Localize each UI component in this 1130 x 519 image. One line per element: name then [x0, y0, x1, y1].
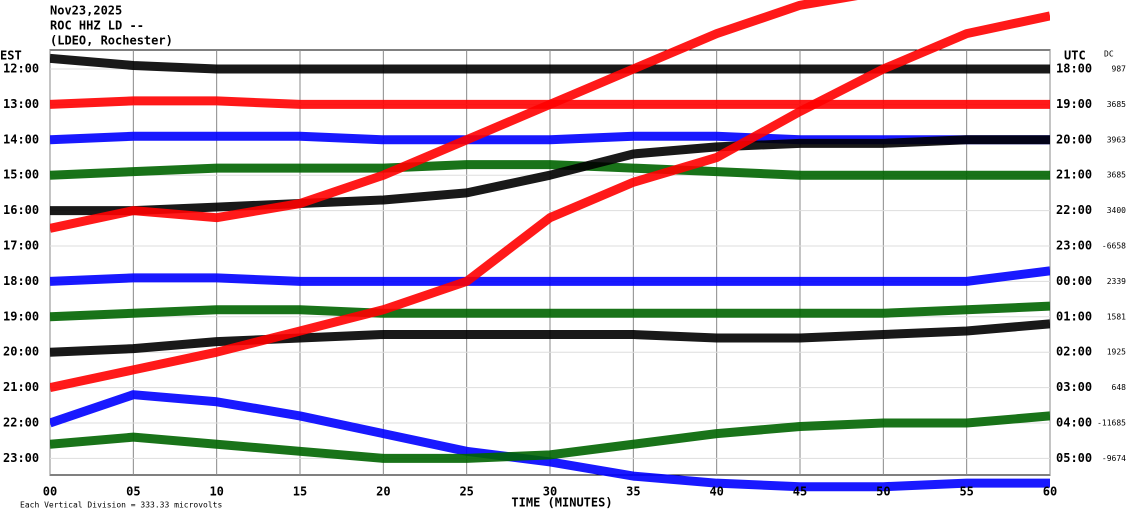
utc-hour-label: 23:00	[1056, 239, 1092, 253]
est-hour-label: 22:00	[3, 416, 39, 430]
trace	[50, 301, 1050, 322]
dc-value: 1925	[1107, 348, 1126, 357]
dc-value: -6658	[1102, 242, 1126, 251]
trace	[50, 160, 1050, 180]
trace	[50, 266, 1050, 286]
utc-hour-label: 01:00	[1056, 309, 1092, 323]
utc-hour-label: 19:00	[1056, 97, 1092, 111]
x-tick-label: 35	[626, 485, 640, 499]
x-tick-label: 30	[543, 485, 557, 499]
est-hour-label: 21:00	[3, 380, 39, 394]
est-hour-label: 16:00	[3, 203, 39, 217]
utc-hour-label: 22:00	[1056, 203, 1092, 217]
utc-hour-label: 05:00	[1056, 451, 1092, 465]
x-tick-label: 50	[876, 485, 890, 499]
trace	[50, 11, 1050, 393]
utc-hour-label: 00:00	[1056, 274, 1092, 288]
trace	[50, 319, 1050, 357]
utc-hour-label: 03:00	[1056, 380, 1092, 394]
scale-note: Each Vertical Division = 333.33 microvol…	[20, 501, 222, 510]
dc-value: 3963	[1107, 135, 1126, 144]
x-tick-label: 55	[959, 485, 973, 499]
est-hour-label: 20:00	[3, 345, 39, 359]
x-tick-label: 40	[709, 485, 723, 499]
utc-hour-label: 20:00	[1056, 132, 1092, 146]
est-label: EST	[0, 49, 22, 63]
utc-hour-label: 04:00	[1056, 416, 1092, 430]
trace	[50, 0, 858, 233]
trace	[50, 135, 1050, 216]
date: Nov23,2025	[50, 4, 122, 18]
dc-value: 3400	[1107, 206, 1126, 215]
est-hour-label: 14:00	[3, 132, 39, 146]
est-hour-label: 15:00	[3, 168, 39, 182]
x-tick-label: 60	[1043, 485, 1057, 499]
x-tick-label: 00	[43, 485, 57, 499]
x-tick-label: 25	[459, 485, 473, 499]
utc-hour-label: 21:00	[1056, 168, 1092, 182]
dc-value: 1581	[1107, 312, 1126, 321]
utc-label: UTC	[1064, 49, 1086, 63]
dc-value: 3685	[1107, 171, 1126, 180]
dc-value: -11685	[1097, 419, 1126, 428]
x-tick-label: 05	[126, 485, 140, 499]
x-tick-label: 20	[376, 485, 390, 499]
est-hour-label: 12:00	[3, 62, 39, 76]
trace	[50, 411, 1050, 463]
station: ROC HHZ LD --	[50, 19, 144, 33]
x-axis-title: TIME (MINUTES)	[511, 496, 612, 510]
dc-value: 987	[1112, 65, 1127, 74]
dc-label: DC	[1104, 50, 1114, 59]
dc-value: 3685	[1107, 100, 1126, 109]
dc-value: 2339	[1107, 277, 1126, 286]
utc-hour-label: 18:00	[1056, 62, 1092, 76]
x-tick-label: 10	[209, 485, 223, 499]
location: (LDEO, Rochester)	[50, 34, 173, 48]
dc-value: 648	[1112, 383, 1127, 392]
x-tick-label: 45	[793, 485, 807, 499]
x-tick-label: 15	[293, 485, 307, 499]
est-hour-label: 13:00	[3, 97, 39, 111]
trace	[50, 390, 1050, 492]
est-hour-label: 17:00	[3, 239, 39, 253]
est-hour-label: 19:00	[3, 309, 39, 323]
dc-value: -9674	[1102, 454, 1126, 463]
est-hour-label: 18:00	[3, 274, 39, 288]
est-hour-label: 23:00	[3, 451, 39, 465]
utc-hour-label: 02:00	[1056, 345, 1092, 359]
